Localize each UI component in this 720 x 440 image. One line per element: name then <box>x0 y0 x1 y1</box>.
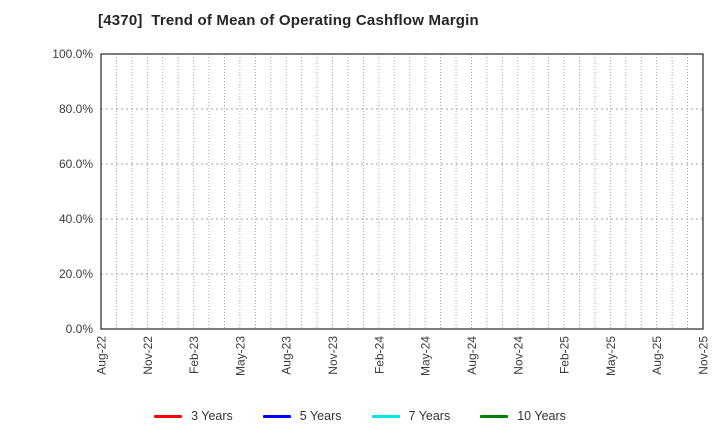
chart-title: [4370] Trend of Mean of Operating Cashfl… <box>98 12 479 29</box>
legend-item: 3 Years <box>154 409 233 423</box>
legend-label: 3 Years <box>191 409 233 423</box>
legend-swatch-7-years <box>371 414 400 418</box>
plot-border <box>100 53 704 330</box>
y-tick-label: 40.0% <box>59 212 93 226</box>
x-tick-label: Aug-22 <box>95 336 109 375</box>
legend-swatch-5-years <box>262 414 291 418</box>
x-tick-label: Feb-24 <box>372 336 386 374</box>
legend-swatch-10-years <box>480 414 509 418</box>
legend-item: 5 Years <box>262 409 342 423</box>
y-tick-label: 100.0% <box>52 47 93 61</box>
x-tick-label: May-23 <box>233 336 247 376</box>
y-axis-tick-labels: 0.0% 20.0% 40.0% 60.0% 80.0% 100.0% <box>52 47 93 336</box>
y-tick-label: 80.0% <box>59 102 93 116</box>
legend-label: 7 Years <box>408 409 451 423</box>
x-tick-label: Nov-23 <box>326 336 340 375</box>
legend-label: 5 Years <box>299 409 342 423</box>
x-tick-label: Nov-25 <box>697 336 711 375</box>
x-tick-label: Feb-23 <box>187 336 201 374</box>
x-tick-label: Feb-25 <box>558 336 572 374</box>
x-axis-tick-labels: Aug-22 Nov-22 Feb-23 May-23 Aug-23 Nov-23 Feb-… <box>95 336 711 376</box>
x-tick-label: Aug-24 <box>465 336 479 375</box>
y-tick-label: 60.0% <box>59 157 93 171</box>
y-tick-label: 0.0% <box>66 322 94 336</box>
legend: 3 Years 5 Years 7 Years 10 Years <box>0 403 720 429</box>
x-tick-label: May-25 <box>604 336 618 376</box>
legend-swatch-3-years <box>154 414 183 418</box>
x-tick-label: Nov-22 <box>141 336 155 375</box>
x-tick-label: Aug-25 <box>650 336 664 375</box>
x-tick-label: Aug-23 <box>280 336 294 375</box>
y-tick-label: 20.0% <box>59 267 93 281</box>
gridlines <box>101 54 703 329</box>
legend-item: 10 Years <box>480 409 566 423</box>
x-tick-label: Nov-24 <box>511 336 525 375</box>
x-tick-label: May-24 <box>419 336 433 376</box>
legend-item: 7 Years <box>371 409 451 423</box>
legend-label: 10 Years <box>517 409 566 423</box>
